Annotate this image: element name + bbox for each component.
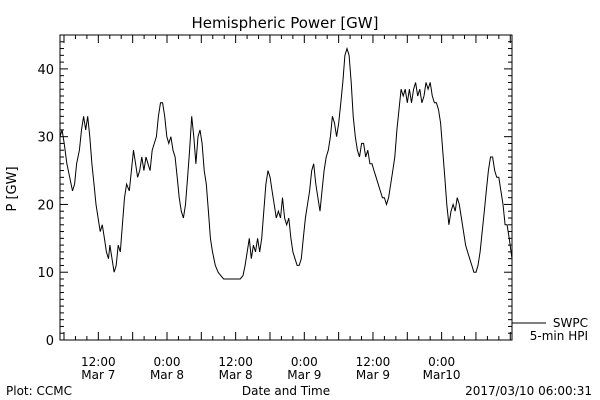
legend-label: 5-min HPI (530, 329, 588, 343)
y-tick-label: 40 (37, 63, 54, 78)
footer-right: 2017/03/10 06:00:31 (465, 384, 592, 398)
x-tick-label-time: 12:00 (218, 355, 253, 369)
x-tick-label-date: Mar 9 (356, 368, 390, 382)
x-tick-label-date: Mar10 (423, 368, 461, 382)
x-tick-label-time: 12:00 (356, 355, 391, 369)
y-tick-label: 0 (46, 334, 54, 349)
x-tick-label-date: Mar 9 (287, 368, 321, 382)
x-tick-label-time: 0:00 (154, 355, 181, 369)
x-tick-label-date: Mar 8 (150, 368, 184, 382)
y-axis-ticks: 0 10 20 30 40 (37, 34, 512, 349)
x-tick-label-time: 0:00 (428, 355, 455, 369)
x-tick-label-date: Mar 8 (219, 368, 253, 382)
x-tick-label-date: Mar 7 (81, 368, 115, 382)
legend-source: SWPC (553, 316, 588, 330)
series-line-hemispheric-power (59, 46, 513, 280)
y-tick-label: 20 (37, 198, 54, 213)
y-tick-label: 30 (37, 131, 54, 146)
legend: SWPC 5-min HPI (512, 316, 588, 343)
chart-title: Hemispheric Power [GW] (192, 14, 379, 32)
y-axis-label: P [GW] (5, 166, 20, 211)
footer-left: Plot: CCMC (6, 384, 72, 398)
plot-frame (59, 34, 513, 341)
x-tick-label-time: 12:00 (81, 355, 116, 369)
x-axis-label: Date and Time (242, 384, 330, 398)
x-tick-label-time: 0:00 (291, 355, 318, 369)
y-tick-label: 10 (37, 266, 54, 281)
